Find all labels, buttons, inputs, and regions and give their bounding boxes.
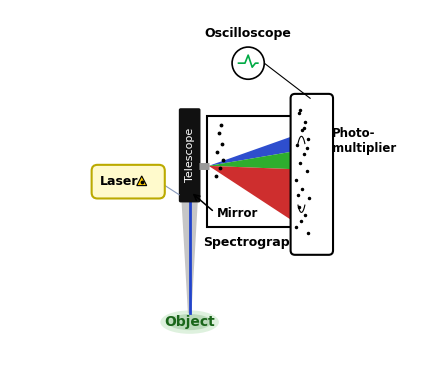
Polygon shape	[137, 176, 147, 185]
Text: Photo-
multiplier: Photo- multiplier	[332, 127, 396, 155]
Polygon shape	[209, 136, 294, 166]
Polygon shape	[181, 201, 198, 314]
Text: Object: Object	[164, 315, 215, 329]
Text: Oscilloscope: Oscilloscope	[205, 27, 292, 40]
Text: Spectrograph: Spectrograph	[203, 236, 299, 249]
FancyBboxPatch shape	[92, 165, 165, 198]
Polygon shape	[209, 151, 294, 169]
Circle shape	[232, 47, 264, 79]
Ellipse shape	[160, 310, 219, 334]
Ellipse shape	[168, 314, 212, 330]
Text: Telescope: Telescope	[184, 128, 195, 182]
Bar	[207, 116, 295, 227]
FancyBboxPatch shape	[291, 94, 333, 255]
FancyBboxPatch shape	[179, 108, 200, 203]
Text: Laser: Laser	[100, 175, 138, 188]
Polygon shape	[209, 166, 294, 222]
Text: Mirror: Mirror	[217, 207, 258, 220]
